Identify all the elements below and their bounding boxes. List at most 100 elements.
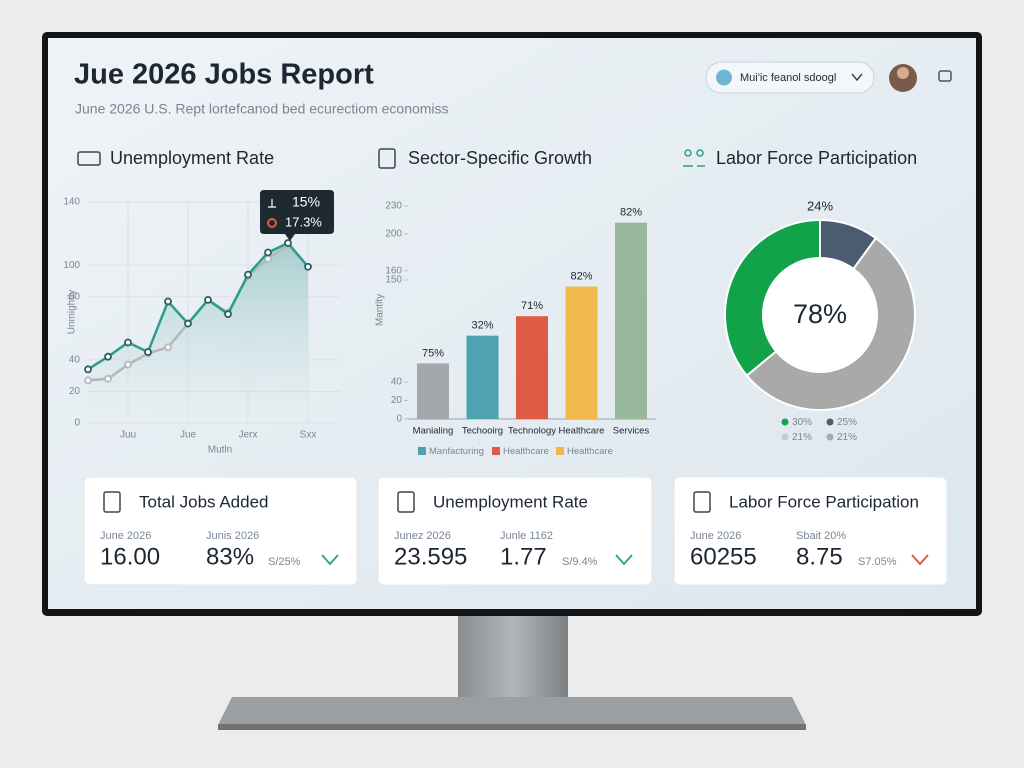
x-tick-label: Jerx [239, 430, 258, 441]
x-tick-label: Technology [508, 426, 556, 437]
bar-label: 71% [521, 300, 543, 312]
card-delta: S/9.4% [562, 556, 598, 568]
line-point [184, 319, 192, 328]
x-tick-label: Healthcare [559, 426, 605, 437]
legend-swatch [826, 433, 834, 441]
search-box[interactable] [705, 61, 875, 94]
legend-label: Healthcare [567, 446, 613, 457]
panel-icon [683, 149, 705, 167]
y-axis-label: Unmightly [67, 290, 78, 334]
y-tick-label: 20 [391, 395, 403, 406]
y-tick-label: 80 [69, 291, 81, 302]
kpi-card [83, 476, 358, 586]
x-tick-label: Juu [120, 430, 136, 441]
card-value: 16.00 [100, 543, 160, 570]
legend-label: 21% [792, 432, 812, 443]
bar-label: 32% [471, 320, 493, 332]
kpi-card [673, 476, 948, 586]
tooltip-text: 17.3% [285, 214, 322, 229]
line-point [224, 310, 232, 318]
monitor-neck [458, 612, 568, 700]
kpi-card [377, 476, 653, 586]
donut-hole [764, 259, 876, 371]
donut-center-label: 78% [793, 299, 847, 329]
y-tick-label: 20 [69, 386, 81, 397]
x-axis-label: Mutln [208, 445, 232, 456]
line-point [164, 297, 172, 306]
line-point [244, 270, 252, 279]
card-value: 1.77 [500, 543, 547, 570]
card-delta: S7.05% [858, 556, 897, 568]
y-tick-label: 160 [385, 265, 402, 276]
bar [417, 363, 449, 419]
bar-label: 82% [620, 207, 642, 219]
bar [516, 316, 548, 419]
card-title: Labor Force Participation [729, 492, 919, 511]
y-tick-label: 0 [396, 414, 402, 425]
line-point [264, 248, 272, 257]
y-tick-label: 40 [69, 354, 81, 365]
panel-title: Unemployment Rate [110, 148, 274, 168]
line-point [144, 348, 152, 356]
legend-label: 21% [837, 432, 857, 443]
legend-swatch [781, 433, 789, 441]
trend-chevron [321, 554, 339, 566]
y-tick-label: 140 [63, 197, 80, 208]
legend-label: Healthcare [503, 446, 549, 457]
tooltip-text: 15% [292, 194, 320, 210]
line-point [164, 343, 172, 352]
legend-swatch [556, 447, 564, 455]
y-tick-label: 150 [385, 275, 402, 286]
search-icon [716, 69, 732, 86]
bar [466, 335, 499, 419]
line-point [104, 352, 112, 361]
card-title: Total Jobs Added [139, 492, 268, 511]
monitor-base [218, 697, 806, 725]
donut-slice [724, 218, 821, 377]
card-value: 83% [206, 543, 254, 570]
card-icon [693, 491, 711, 513]
card-sublabel: June 2026 [100, 530, 151, 542]
line-point [264, 254, 272, 263]
y-tick-label: 0 [74, 418, 80, 429]
card-icon [103, 491, 121, 513]
line-point [124, 360, 132, 369]
card-sublabel: June 2026 [690, 530, 741, 542]
y-tick-label: 100 [63, 260, 80, 271]
y-tick-label: 40 [391, 377, 403, 388]
tooltip [260, 190, 334, 241]
card-icon [397, 491, 415, 513]
trend-chevron [911, 554, 929, 566]
card-sublabel: Junez 2026 [394, 530, 451, 542]
y-tick-label: 230 [385, 201, 402, 212]
card-value: 60255 [690, 543, 757, 570]
legend-label: Manfacturing [429, 446, 484, 457]
line-point [104, 374, 112, 383]
legend-swatch [418, 447, 426, 455]
legend-label: 25% [837, 417, 857, 428]
line-point [84, 376, 92, 385]
card-sublabel: Junis 2026 [206, 530, 259, 542]
line-point [124, 338, 132, 347]
x-tick-label: Jue [180, 430, 197, 441]
notification-icon[interactable] [938, 70, 952, 82]
x-tick-label: Services [613, 426, 650, 437]
x-tick-label: Manialing [413, 426, 454, 437]
tooltip-icon [268, 199, 276, 208]
dropdown-chevron[interactable] [851, 73, 863, 82]
card-delta: S/25% [268, 556, 301, 568]
trend-chevron [615, 554, 633, 566]
donut-top-label: 24% [807, 198, 833, 213]
avatar-face [897, 67, 909, 79]
y-tick-label: 200 [385, 228, 402, 239]
card-sublabel: Junle 1162 [500, 530, 553, 542]
line-point [304, 262, 312, 271]
line-point [284, 239, 292, 247]
y-axis-label: Mantlty [375, 294, 386, 326]
legend-label: 30% [792, 417, 812, 428]
x-tick-label: Techooirg [462, 426, 503, 437]
card-sublabel: Sbait 20% [796, 530, 846, 542]
monitor-base-edge [218, 724, 806, 730]
legend-swatch [826, 418, 834, 426]
